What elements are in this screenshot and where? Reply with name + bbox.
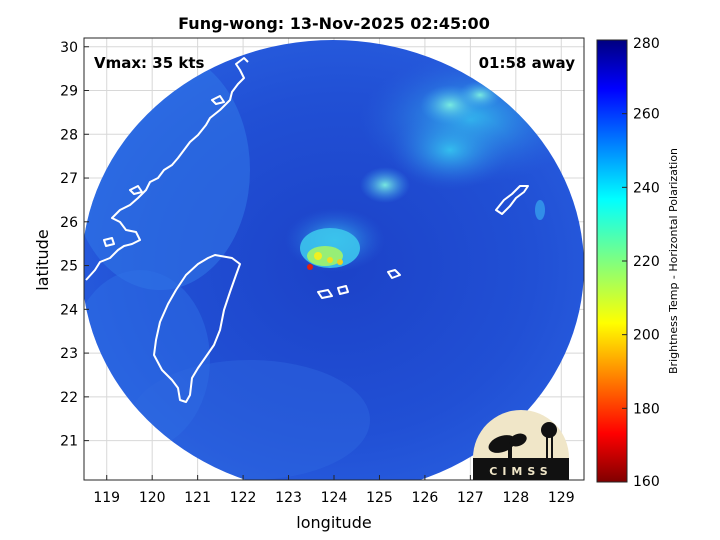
y-tick-label-24: 24: [60, 302, 78, 318]
colorbar-tick-label-220: 220: [633, 254, 660, 270]
x-tick-label-120: 120: [139, 490, 166, 506]
cloud-cell-26n-125e: [360, 167, 410, 203]
china-coastline: [85, 57, 249, 281]
x-tick-label-126: 126: [412, 490, 439, 506]
colorbar-ticks: 160 180 200 220 240 260 280: [622, 36, 660, 490]
y-tick-label-22: 22: [60, 390, 78, 406]
time-away-annotation: 01:58 away: [479, 54, 576, 72]
y-tick-label-27: 27: [60, 171, 78, 187]
y-tick-label-28: 28: [60, 127, 78, 143]
y-tick-label-21: 21: [60, 434, 78, 450]
colorbar-tick-label-180: 180: [633, 401, 660, 417]
cimss-logo: CIMSS: [473, 410, 569, 480]
storm-yellow-core-2: [327, 257, 333, 263]
logo-text: CIMSS: [489, 465, 552, 478]
storm-green-region: [307, 246, 343, 266]
water-tower-icon: [541, 422, 557, 438]
colorbar-tick-label-200: 200: [633, 328, 660, 344]
satellite-swath: [84, 40, 584, 480]
y-tick-label-23: 23: [60, 346, 78, 362]
y-tick-label-25: 25: [60, 259, 78, 275]
x-ticks: 119 120 121 122 123 124 125 126 127 128 129: [93, 475, 575, 506]
colorbar-tick-label-240: 240: [633, 180, 660, 196]
taiwan-coastline: [153, 254, 241, 403]
ryukyu-island-3: [317, 285, 349, 299]
dish-mount: [508, 446, 512, 458]
x-tick-label-121: 121: [184, 490, 211, 506]
y-ticks: 21 22 23 24 25 26 27 28 29 30: [60, 40, 89, 450]
cloud-cell-east: [535, 200, 545, 220]
x-tick-label-129: 129: [548, 490, 575, 506]
x-tick-label-127: 127: [457, 490, 484, 506]
x-tick-label-122: 122: [230, 490, 257, 506]
x-tick-label-125: 125: [366, 490, 393, 506]
storm-red-core: [307, 264, 313, 270]
y-axis-label: latitude: [33, 229, 52, 290]
y-tick-label-30: 30: [60, 40, 78, 56]
x-tick-label-123: 123: [275, 490, 302, 506]
vmax-annotation: Vmax: 35 kts: [94, 54, 204, 72]
y-tick-label-26: 26: [60, 215, 78, 231]
ryukyu-island-1: [495, 185, 529, 215]
colorbar-tick-label-160: 160: [633, 474, 660, 490]
logo-band: [473, 458, 569, 480]
colorbar-tick-label-280: 280: [633, 36, 660, 52]
storm-yellow-core-3: [337, 259, 343, 265]
colorbar-label: Brightness Temp - Horizontal Polarizatio…: [667, 148, 680, 374]
coastlines: [85, 57, 585, 403]
x-tick-label-128: 128: [502, 490, 529, 506]
x-axis-label: longitude: [296, 513, 371, 532]
tower-leg-left: [546, 436, 548, 458]
storm-yellow-core-1: [314, 252, 322, 260]
china-coastline-islets: [103, 95, 225, 247]
ryukyu-island-2: [387, 269, 401, 279]
figure-title: Fung-wong: 13-Nov-2025 02:45:00: [178, 14, 490, 33]
tower-leg-right: [551, 436, 553, 458]
x-tick-label-119: 119: [93, 490, 120, 506]
y-tick-label-29: 29: [60, 84, 78, 100]
northeast-cloud-band-2: [390, 110, 510, 190]
x-tick-label-124: 124: [321, 490, 348, 506]
satellite-dish-small-icon: [509, 433, 527, 447]
colorbar-tick-label-260: 260: [633, 107, 660, 123]
